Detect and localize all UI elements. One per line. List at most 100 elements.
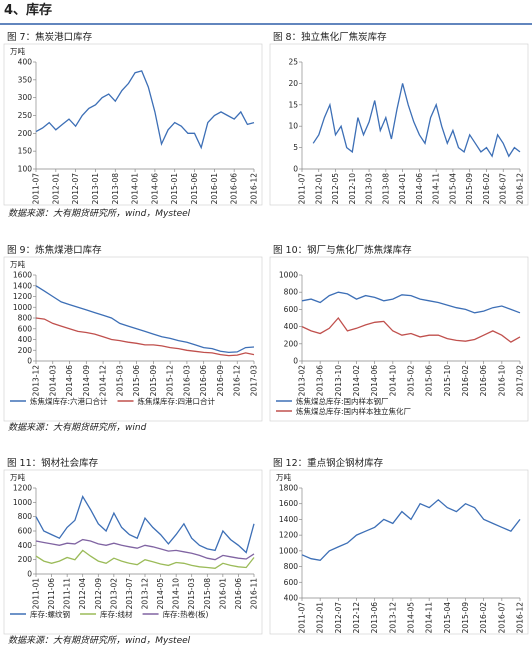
y-unit: 万吨	[276, 472, 291, 482]
x-tick-label: 2016-06	[479, 365, 488, 397]
y-tick-label: 1600	[13, 271, 32, 280]
x-tick-label: 2013-12	[388, 602, 397, 634]
panel-frame	[3, 43, 263, 206]
x-tick-label: 2014-11	[425, 602, 434, 634]
x-tick-label: 2012-07	[71, 173, 80, 205]
x-tick-label: 2013-02	[109, 578, 118, 610]
y-unit: 万吨	[10, 259, 25, 269]
x-tick-label: 2013-07	[125, 578, 134, 610]
y-tick-label: 1400	[13, 281, 32, 290]
chart-title: 图 11：钢材社会库存	[7, 457, 99, 469]
x-tick-label: 2014-01	[131, 173, 140, 205]
y-tick-label: 1600	[279, 499, 298, 508]
x-tick-label: 2017-03	[250, 365, 259, 397]
x-tick-label: 2016-01	[218, 578, 227, 610]
y-tick-label: 200	[18, 346, 33, 355]
y-tick-label: 800	[18, 512, 33, 521]
y-tick-label: 20	[288, 79, 298, 88]
panel-frame	[269, 43, 529, 206]
y-tick-label: 1400	[279, 515, 298, 524]
x-tick-label: 2015-09	[461, 602, 470, 634]
x-tick-label: 2016-06	[234, 578, 243, 610]
y-tick-label: 25	[288, 58, 298, 67]
x-tick-label: 2014-10	[172, 578, 181, 610]
x-tick-label: 2013-10	[334, 365, 343, 397]
x-tick-label: 2016-10	[497, 365, 506, 397]
x-tick-label: 2016-07	[499, 173, 508, 205]
x-tick-label: 2016-07	[497, 602, 506, 634]
x-tick-label: 2013-01	[91, 173, 100, 205]
x-tick-label: 2015-03	[187, 578, 196, 610]
y-tick-label: 600	[284, 578, 299, 587]
chart-title: 图 10：钢厂与焦化厂炼焦煤库存	[273, 244, 412, 256]
y-tick-label: 1200	[13, 292, 32, 301]
x-tick-label: 2014-06	[65, 365, 74, 397]
x-tick-label: 2014-11	[432, 173, 441, 205]
y-tick-label: 800	[284, 562, 299, 571]
x-tick-label: 2016-02	[461, 365, 470, 397]
x-tick-label: 2014-06	[150, 173, 159, 205]
y-unit: 万吨	[10, 46, 25, 56]
x-tick-label: 2016-12	[250, 173, 259, 205]
chart-title: 图 7：焦炭港口库存	[7, 31, 93, 43]
y-tick-label: 200	[18, 555, 33, 564]
x-tick-label: 2016-09	[216, 365, 225, 397]
x-tick-label: 2011-01	[32, 578, 41, 610]
y-tick-label: 400	[18, 58, 33, 67]
x-tick-label: 2014-02	[352, 365, 361, 397]
y-tick-label: 1000	[13, 303, 32, 312]
y-tick-label: 200	[18, 129, 33, 138]
x-tick-label: 2012-10	[348, 173, 357, 205]
x-tick-label: 2016-01	[210, 173, 219, 205]
x-tick-label: 2015-04	[448, 173, 457, 205]
x-tick-label: 2011-06	[47, 578, 56, 610]
x-tick-label: 2013-06	[316, 365, 325, 397]
x-tick-label: 2016-06	[199, 365, 208, 397]
y-tick-label: 400	[18, 335, 33, 344]
x-tick-label: 2016-02	[482, 173, 491, 205]
source-note: 数据来源：大有期货研究所，wind，Mysteel	[8, 208, 191, 219]
x-tick-label: 2014-05	[407, 602, 416, 634]
legend-label: 炼焦煤总库存:国内样本钢厂	[296, 396, 389, 406]
data-line	[301, 498, 521, 561]
x-tick-label: 2012-01	[51, 173, 60, 205]
x-tick-label: 2015-10	[443, 365, 452, 397]
x-tick-label: 2016-03	[182, 365, 191, 397]
x-tick-label: 2013-06	[370, 602, 379, 634]
y-tick-label: 300	[18, 93, 33, 102]
y-tick-label: 350	[18, 75, 33, 84]
x-tick-label: 2011-07	[32, 173, 41, 205]
x-tick-label: 2015-06	[425, 365, 434, 397]
y-tick-label: 0	[27, 357, 32, 366]
y-tick-label: 0	[293, 165, 298, 174]
source-note: 数据来源：大有期货研究所，wind，Mysteel	[8, 635, 191, 646]
x-tick-label: 2013-08	[111, 173, 120, 205]
legend-label: 炼焦煤总库存:国内样本独立焦化厂	[296, 406, 412, 416]
legend-label: 库存:螺纹钢	[30, 609, 70, 619]
panel-frame	[269, 469, 529, 635]
x-tick-label: 2014-10	[388, 365, 397, 397]
y-tick-label: 400	[284, 322, 299, 331]
x-tick-label: 2012-07	[334, 602, 343, 634]
x-tick-label: 2011-07	[298, 602, 307, 634]
x-tick-label: 2014-03	[48, 365, 57, 397]
x-tick-label: 2016-02	[479, 602, 488, 634]
y-tick-label: 0	[293, 357, 298, 366]
x-tick-label: 2013-02	[298, 365, 307, 397]
chart-title: 图 8：独立焦化厂焦炭库存	[273, 31, 387, 43]
legend-label: 炼焦煤库存:四港口合计	[138, 396, 216, 406]
data-line	[312, 83, 521, 158]
x-tick-label: 2011-07	[298, 173, 307, 205]
y-tick-label: 10	[288, 122, 298, 131]
data-line	[35, 495, 255, 554]
x-tick-label: 2015-12	[166, 365, 175, 397]
y-tick-label: 1200	[13, 484, 32, 493]
y-tick-label: 600	[284, 305, 299, 314]
y-tick-label: 1200	[279, 531, 298, 540]
x-tick-label: 2016-11	[250, 578, 259, 610]
x-tick-label: 2015-09	[465, 173, 474, 205]
x-tick-label: 2014-01	[398, 173, 407, 205]
y-tick-label: 1800	[279, 484, 298, 493]
y-tick-label: 400	[18, 541, 33, 550]
